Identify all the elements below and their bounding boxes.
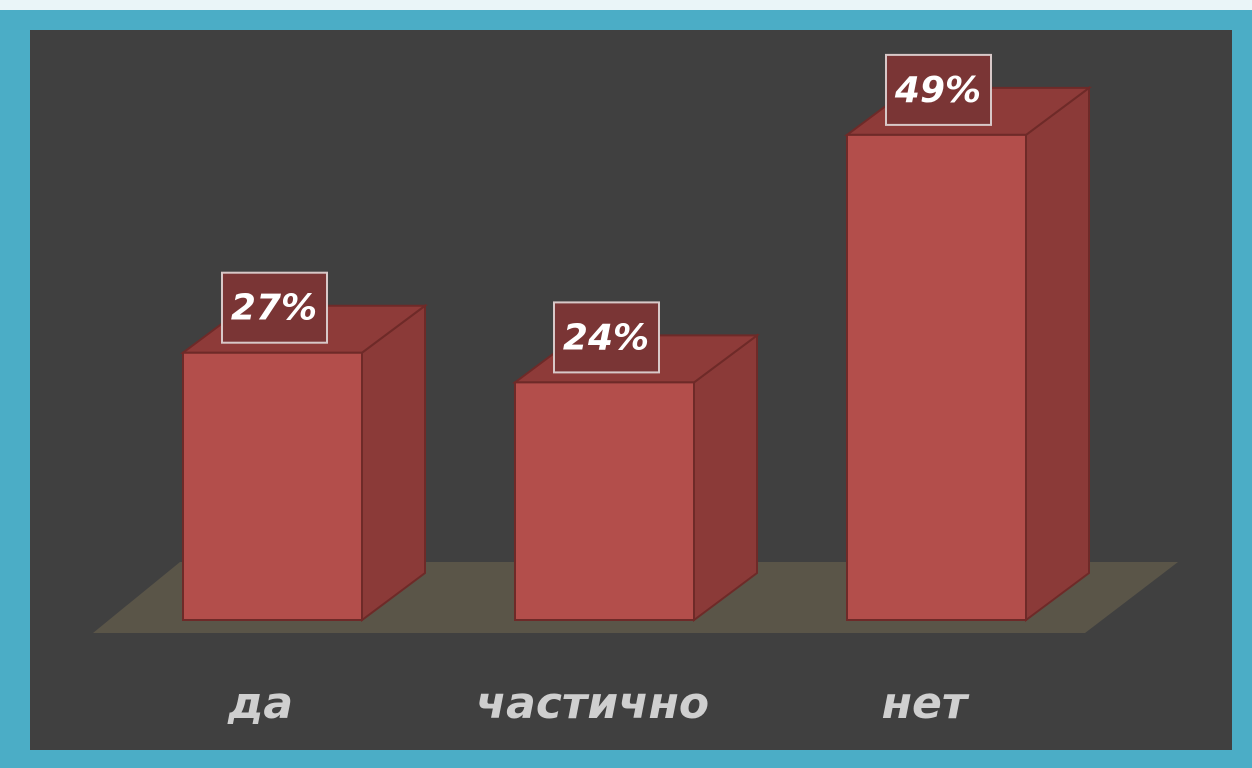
bar-side (1025, 85, 1090, 622)
x-tick-label: частично (476, 678, 709, 729)
bar-front (846, 133, 1027, 621)
bar-front (182, 351, 363, 621)
value-label-box (553, 301, 660, 374)
x-tick-label: да (227, 678, 293, 729)
bar-side (361, 303, 426, 622)
bar-front (514, 381, 695, 621)
x-tick-label: нет (882, 678, 970, 729)
value-label: 24% (563, 317, 649, 358)
bar (179, 303, 429, 622)
value-label: 27% (231, 288, 317, 329)
bar (511, 333, 761, 622)
value-label: 49% (894, 70, 981, 111)
value-label-box (885, 53, 992, 126)
bar (843, 85, 1093, 622)
bar-side (693, 333, 758, 622)
value-label-box (221, 271, 328, 344)
